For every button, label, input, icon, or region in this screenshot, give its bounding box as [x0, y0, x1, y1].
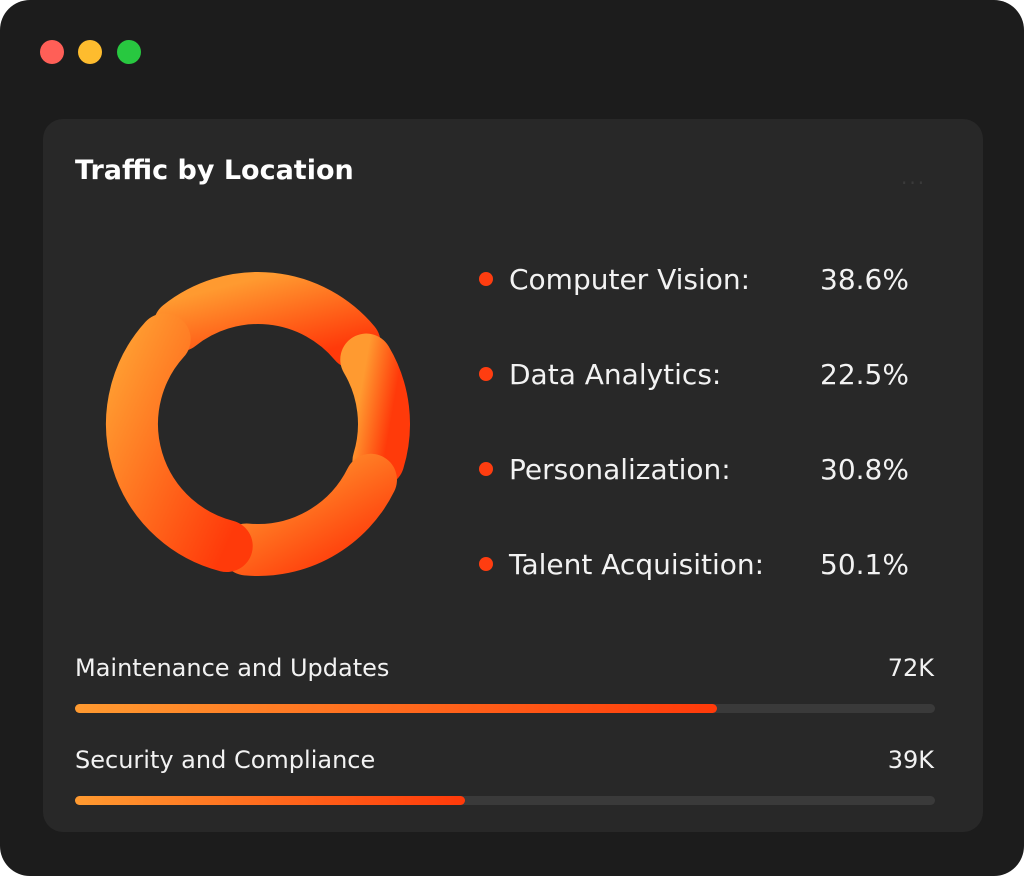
progress-track	[75, 796, 935, 805]
legend-item: Talent Acquisition: 50.1%	[479, 544, 909, 584]
donut-segment	[220, 453, 397, 576]
legend-dot	[479, 462, 493, 476]
legend-value: 30.8%	[820, 452, 909, 486]
legend-dot	[479, 557, 493, 571]
donut-segment	[153, 272, 381, 370]
ellipsis-icon[interactable]: ...	[901, 165, 927, 189]
legend-item: Data Analytics: 22.5%	[479, 354, 909, 394]
legend-value: 50.1%	[820, 547, 909, 581]
donut-segment	[106, 313, 253, 573]
legend-value: 22.5%	[820, 357, 909, 391]
traffic-card: Traffic by Location ... Computer Vision:…	[43, 119, 983, 832]
bar-label: Security and Compliance	[75, 746, 376, 774]
legend-dot	[479, 272, 493, 286]
legend-item: Personalization: 30.8%	[479, 449, 909, 489]
donut-segment	[340, 333, 410, 488]
legend-label: Computer Vision:	[509, 262, 751, 296]
legend-item: Computer Vision: 38.6%	[479, 259, 909, 299]
legend-label: Data Analytics:	[509, 357, 722, 391]
donut-chart	[106, 272, 410, 576]
bar-value: 72K	[887, 654, 934, 682]
legend-label: Personalization:	[509, 452, 731, 486]
progress-fill	[75, 704, 718, 713]
maximize-button[interactable]	[117, 40, 141, 64]
legend-label: Talent Acquisition:	[509, 547, 765, 581]
minimize-button[interactable]	[78, 40, 102, 64]
card-title: Traffic by Location	[75, 155, 354, 186]
legend-value: 38.6%	[820, 262, 909, 296]
progress-track	[75, 704, 935, 713]
bar-label: Maintenance and Updates	[75, 654, 390, 682]
bar-value: 39K	[887, 746, 934, 774]
progress-fill	[75, 796, 465, 805]
legend-dot	[479, 367, 493, 381]
close-button[interactable]	[40, 40, 64, 64]
